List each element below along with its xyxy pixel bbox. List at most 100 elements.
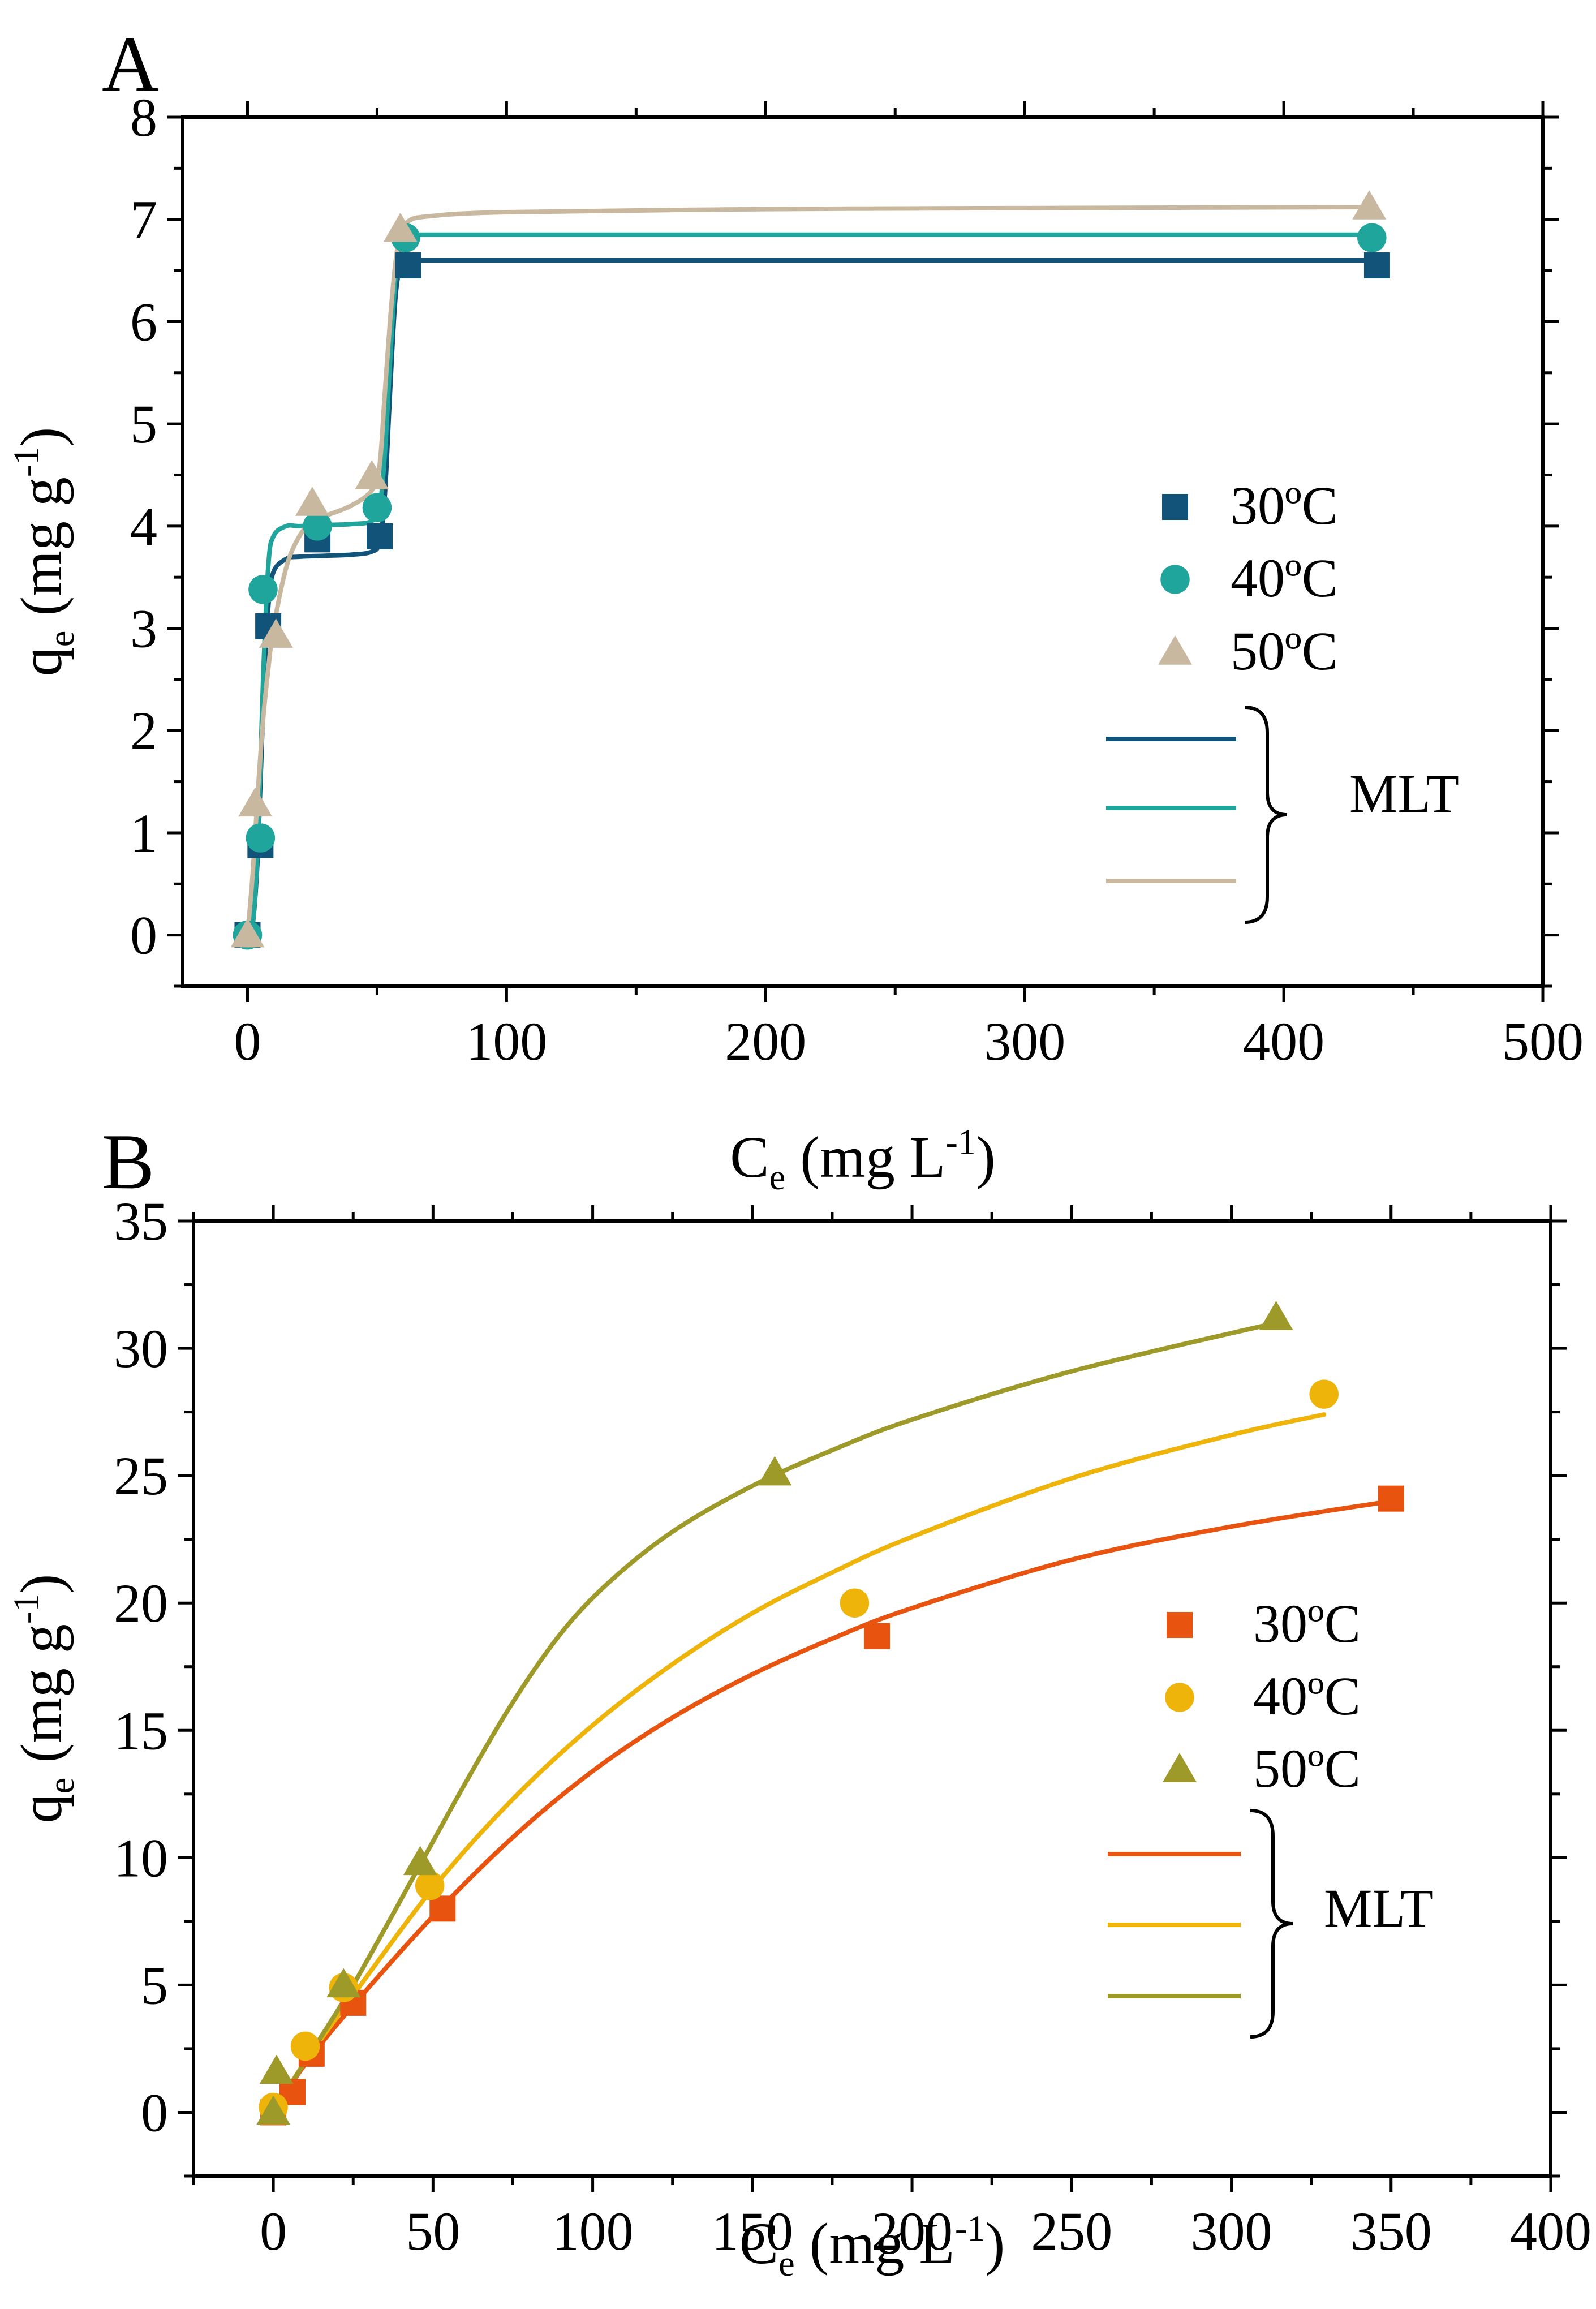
axis-label-sub: e: [41, 1778, 81, 1794]
axis-label-units: (mg g: [9, 477, 74, 631]
axis-label-units: (mg g: [9, 1624, 74, 1778]
x-tick-label: 500: [1502, 1011, 1584, 1072]
x-tick-label: 400: [1510, 2201, 1591, 2261]
data-point-series-2: [246, 823, 276, 853]
y-tick-label: 8: [130, 87, 157, 148]
data-point-series-3: [238, 787, 273, 817]
legend-marker-1: [1167, 1612, 1193, 1638]
axis-label-close: ): [9, 1574, 74, 1594]
x-tick-label: 100: [552, 2201, 634, 2261]
y-tick-label: 0: [130, 905, 157, 966]
data-point-series-2: [303, 511, 332, 541]
axis-label-base: q: [9, 1794, 74, 1823]
data-point-series-1: [1363, 252, 1390, 279]
x-tick-label: 350: [1350, 2201, 1432, 2261]
legend-label: 30ºC: [1253, 1593, 1361, 1654]
data-point-series-1: [1378, 1485, 1404, 1512]
y-tick-label: 30: [114, 1318, 168, 1379]
x-axis-label: Ce (mg L-1): [739, 2208, 1005, 2284]
axis-label-sup: -1: [955, 2208, 986, 2248]
data-point-series-1: [429, 1895, 456, 1922]
panel-label: B: [102, 1118, 154, 1206]
data-point-series-3: [383, 212, 418, 242]
y-axis-label: qe (mg g-1): [6, 1574, 81, 1824]
y-tick-label: 5: [130, 394, 157, 454]
data-point-series-3: [1352, 190, 1387, 220]
data-point-series-3: [326, 1968, 361, 1998]
fit-line-2: [245, 232, 1374, 938]
axis-label-sup: -1: [945, 1122, 976, 1162]
x-tick-label: 150: [712, 2201, 793, 2261]
y-tick-label: 5: [141, 1955, 168, 2015]
legend-label: 30ºC: [1231, 475, 1338, 536]
axis-label-units: (mg L: [795, 2211, 955, 2276]
data-point-series-3: [295, 487, 329, 516]
y-tick-label: 7: [130, 190, 157, 250]
legend: 30ºC 40ºC 50ºC MLT: [1108, 1593, 1434, 2039]
data-point-series-2: [248, 575, 278, 604]
axis-label-base: q: [9, 647, 74, 676]
y-tick-label: 3: [130, 599, 157, 659]
legend-label: 50ºC: [1253, 1738, 1361, 1799]
legend-fit-label: MLT: [1349, 763, 1459, 824]
panel-label: A: [102, 20, 159, 108]
y-tick-label: 25: [114, 1446, 168, 1506]
data-point-series-3: [230, 918, 265, 948]
y-axis-label: qe (mg g-1): [6, 427, 81, 677]
data-point-series-3: [355, 460, 389, 489]
axis-label-close: ): [986, 2211, 1005, 2276]
data-point-series-3: [259, 618, 293, 648]
axis-label-close: ): [9, 427, 74, 447]
axis-label-base: C: [739, 2211, 778, 2276]
x-tick-label: 0: [234, 1011, 261, 1072]
y-tick-label: 0: [141, 2082, 168, 2143]
data-point-series-3: [403, 1846, 437, 1876]
axis-label-sub: e: [778, 2243, 795, 2284]
y-tick-label: 1: [130, 803, 157, 863]
x-tick-label: 200: [725, 1011, 806, 1072]
data-point-series-2: [1309, 1379, 1339, 1409]
x-tick-label: 0: [260, 2201, 287, 2261]
legend-label: 40ºC: [1231, 548, 1338, 608]
plot-frame: [192, 1219, 1552, 2178]
y-tick-label: 20: [114, 1573, 168, 1633]
data-point-series-1: [367, 523, 393, 549]
axis-label-units: (mg L: [785, 1125, 945, 1190]
data-point-series-3: [256, 2095, 291, 2125]
fit-line-3: [245, 205, 1372, 938]
data-point-series-2: [415, 1871, 445, 1900]
legend-marker-1: [1162, 494, 1188, 520]
legend-fit-label: MLT: [1324, 1878, 1434, 1938]
fit-line-2: [271, 1412, 1327, 2115]
x-tick-label: 200: [871, 2201, 953, 2261]
data-point-series-3: [1259, 1301, 1293, 1330]
legend-brace: [1250, 1809, 1293, 2039]
legend-marker-3: [1158, 635, 1192, 665]
legend-label: 40ºC: [1253, 1666, 1361, 1726]
fit-line-3: [271, 1321, 1279, 2115]
data-point-series-1: [863, 1623, 890, 1649]
data-point-series-3: [758, 1456, 792, 1486]
data-point-series-1: [395, 252, 421, 279]
legend-marker-2: [1165, 1683, 1194, 1712]
x-tick-label: 300: [984, 1011, 1065, 1072]
fit-line-1: [271, 1499, 1393, 2115]
data-point-series-2: [362, 493, 392, 523]
x-tick-label: 50: [406, 2201, 460, 2261]
y-tick-label: 4: [130, 496, 157, 557]
data-point-series-2: [840, 1588, 870, 1618]
x-tick-label: 400: [1243, 1011, 1324, 1072]
y-tick-label: 10: [114, 1828, 168, 1888]
data-point-series-2: [290, 2031, 320, 2061]
y-tick-label: 2: [130, 700, 157, 761]
y-tick-label: 35: [114, 1191, 168, 1252]
x-tick-label: 250: [1031, 2201, 1112, 2261]
x-tick-label: 100: [466, 1011, 547, 1072]
y-tick-label: 15: [114, 1700, 168, 1761]
legend: 30ºC 40ºC 50ºC MLT: [1106, 475, 1459, 924]
axis-label-close: ): [976, 1125, 996, 1190]
axis-label-sup: -1: [6, 446, 46, 477]
axis-label-sub: e: [769, 1157, 786, 1197]
plot-frame: [181, 115, 1545, 988]
